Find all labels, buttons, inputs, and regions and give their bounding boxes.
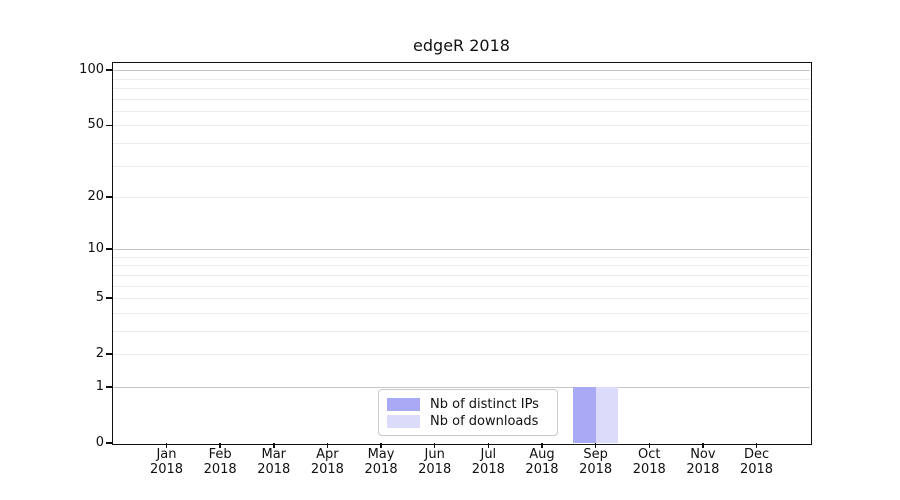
y-tick-label: 1 (95, 378, 104, 394)
x-tick-mark (487, 443, 490, 448)
minor-gridline (113, 78, 810, 80)
x-tick-mark (648, 443, 650, 448)
minor-gridline (113, 165, 810, 167)
x-tick-mark (380, 443, 382, 448)
major-gridline (113, 249, 810, 251)
x-tick-mark (165, 443, 168, 448)
major-gridline (113, 386, 810, 388)
y-tick-mark (106, 124, 112, 127)
x-tick-mark (326, 443, 329, 448)
bar-sep-series1 (595, 386, 618, 443)
minor-gridline (113, 142, 810, 144)
x-tick-label: Aug 2018 (525, 447, 559, 477)
x-tick-mark (541, 443, 543, 448)
y-tick-mark (106, 297, 112, 299)
x-tick-label: Dec 2018 (739, 447, 774, 477)
bar-sep-series0 (573, 386, 596, 443)
major-gridline (113, 70, 810, 72)
x-tick-label: May 2018 (364, 447, 398, 477)
minor-gridline (113, 197, 810, 198)
minor-gridline (113, 285, 810, 287)
y-tick-label: 20 (87, 189, 104, 204)
x-tick-mark (273, 443, 275, 448)
x-tick-mark (702, 443, 704, 448)
legend-entry-distinct-ips: Nb of distinct IPs (387, 396, 549, 412)
y-tick-mark (106, 386, 112, 388)
x-tick-label: Sep 2018 (579, 447, 613, 477)
x-tick-mark (594, 443, 597, 448)
y-tick-label: 0 (95, 435, 104, 450)
y-tick-label: 50 (87, 117, 104, 133)
x-tick-label: Jan 2018 (149, 447, 184, 477)
x-tick-label: Mar 2018 (257, 447, 291, 477)
minor-gridline (113, 256, 810, 258)
y-tick-mark (106, 196, 112, 198)
x-tick-label: Jul 2018 (471, 447, 505, 477)
x-tick-label: Apr 2018 (310, 447, 344, 477)
y-tick-mark (106, 248, 112, 250)
x-tick-mark (755, 443, 758, 448)
minor-gridline (113, 312, 810, 314)
y-tick-mark (106, 353, 112, 355)
plot-area (113, 63, 810, 443)
minor-gridline (113, 98, 810, 100)
x-tick-mark (219, 443, 221, 448)
y-tick-label: 2 (95, 346, 104, 362)
minor-gridline (113, 110, 810, 112)
y-tick-mark (106, 69, 112, 71)
chart-title: edgeR 2018 (413, 36, 510, 55)
minor-gridline (113, 265, 810, 267)
x-tick-label: Feb 2018 (203, 447, 237, 477)
x-tick-label: Jun 2018 (418, 447, 452, 477)
minor-gridline (113, 330, 810, 332)
legend-label-downloads: Nb of downloads (430, 413, 539, 429)
x-tick-label: Nov 2018 (686, 447, 720, 477)
minor-gridline (113, 125, 810, 127)
y-tick-label: 100 (79, 62, 104, 78)
legend: Nb of distinct IPs Nb of downloads (378, 389, 558, 436)
legend-swatch-distinct-ips (387, 397, 420, 411)
legend-entry-downloads: Nb of downloads (387, 413, 549, 429)
x-tick-label: Oct 2018 (632, 447, 666, 477)
y-tick-mark (106, 442, 112, 444)
y-tick-label: 5 (95, 290, 104, 306)
minor-gridline (113, 274, 810, 276)
y-tick-label: 10 (87, 241, 104, 257)
legend-label-distinct-ips: Nb of distinct IPs (430, 396, 539, 412)
x-tick-mark (433, 443, 436, 448)
minor-gridline (113, 298, 810, 300)
minor-gridline (113, 354, 810, 356)
legend-swatch-downloads (387, 414, 420, 428)
minor-gridline (113, 87, 810, 89)
